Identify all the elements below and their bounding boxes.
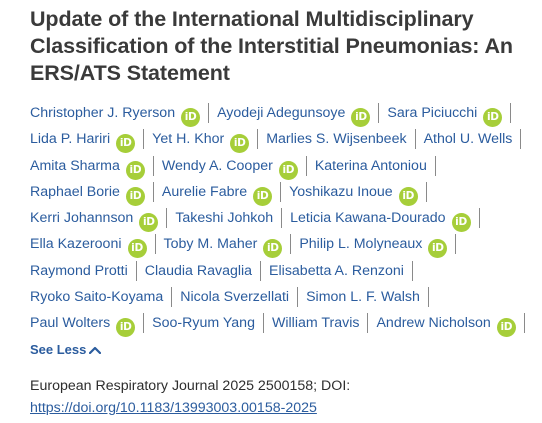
- author-link[interactable]: William Travis: [271, 313, 369, 334]
- author-name: Raphael Borie: [30, 183, 120, 200]
- doi-link[interactable]: https://doi.org/10.1183/13993003.00158-2…: [30, 399, 317, 416]
- article-title: Update of the International Multidiscipl…: [30, 7, 513, 85]
- author-name: William Travis: [271, 315, 360, 332]
- author-link[interactable]: Marlies S. Wijsenbeek: [266, 129, 416, 150]
- orcid-icon[interactable]: iD: [483, 108, 503, 127]
- author-link[interactable]: Raymond Protti: [30, 260, 137, 281]
- author-link[interactable]: Athol U. Wells: [423, 129, 522, 150]
- author-name: Kerri Johannson: [30, 210, 134, 227]
- author-link[interactable]: Christopher J. Ryerson iD: [30, 103, 210, 127]
- author-name: Aurelie Fabre: [161, 183, 248, 200]
- author-name: Yet H. Khor: [152, 131, 225, 148]
- author-name: Claudia Ravaglia: [144, 262, 253, 279]
- author-link[interactable]: Andrew Nicholson iD: [376, 313, 525, 338]
- orcid-icon[interactable]: iD: [139, 213, 159, 233]
- orcid-icon[interactable]: iD: [496, 318, 516, 338]
- orcid-icon[interactable]: iD: [278, 160, 298, 180]
- author-name: Leticia Kawana-Dourado: [290, 210, 446, 227]
- author-link[interactable]: Paul Wolters iD: [30, 313, 145, 338]
- author-name: Christopher J. Ryerson: [30, 105, 176, 121]
- author-link[interactable]: Ryoko Saito-Koyama: [30, 287, 173, 308]
- author-name: Yoshikazu Inoue: [289, 183, 393, 200]
- orcid-icon[interactable]: iD: [451, 213, 471, 233]
- orcid-icon[interactable]: iD: [125, 160, 145, 180]
- author-link[interactable]: Yoshikazu Inoue iD: [289, 181, 427, 206]
- author-link[interactable]: Ella Kazerooni iD: [30, 234, 156, 259]
- author-link[interactable]: Nicola Sverzellati: [180, 287, 299, 308]
- author-link[interactable]: Toby M. Maher iD: [163, 234, 292, 259]
- see-less-button[interactable]: See Less: [30, 340, 102, 360]
- orcid-icon[interactable]: iD: [230, 134, 250, 154]
- author-link[interactable]: Raphael Borie iD: [30, 181, 154, 206]
- author-name: Simon L. F. Walsh: [306, 289, 420, 306]
- author-name: Sara Piciucchi: [387, 105, 478, 121]
- author-name: Athol U. Wells: [423, 131, 513, 148]
- citation-text: European Respiratory Journal 2025 250015…: [30, 377, 351, 394]
- author-name: Ella Kazerooni: [30, 236, 122, 253]
- orcid-icon[interactable]: iD: [127, 239, 147, 259]
- author-list: Christopher J. Ryerson iD Ayodeji Adegunso…: [30, 100, 535, 363]
- orcid-icon[interactable]: iD: [351, 108, 371, 127]
- author-link[interactable]: Wendy A. Cooper iD: [161, 155, 307, 180]
- author-link[interactable]: Yet H. Khor iD: [152, 129, 259, 154]
- author-link[interactable]: Amita Sharma iD: [30, 155, 154, 180]
- citation: European Respiratory Journal 2025 250015…: [30, 375, 535, 419]
- author-link[interactable]: Lida P. Hariri iD: [30, 129, 145, 154]
- chevron-up-icon: [89, 340, 102, 360]
- author-link[interactable]: Kerri Johannson iD: [30, 208, 168, 233]
- author-name: Toby M. Maher: [163, 236, 258, 253]
- author-link[interactable]: Takeshi Johkoh: [175, 208, 283, 229]
- author-link[interactable]: Simon L. F. Walsh: [306, 287, 429, 308]
- author-name: Wendy A. Cooper: [161, 157, 273, 174]
- author-link[interactable]: Philip L. Molyneaux iD: [299, 234, 457, 259]
- author-name: Paul Wolters: [30, 315, 111, 332]
- author-name: Raymond Protti: [30, 262, 128, 279]
- article-header: Update of the International Multidiscipl…: [30, 6, 535, 419]
- author-link[interactable]: Leticia Kawana-Dourado iD: [290, 208, 480, 233]
- author-name: Philip L. Molyneaux: [299, 236, 423, 253]
- author-name: Ryoko Saito-Koyama: [30, 289, 164, 306]
- author-name: Takeshi Johkoh: [175, 210, 274, 227]
- author-name: Nicola Sverzellati: [180, 289, 290, 306]
- orcid-icon[interactable]: iD: [116, 318, 136, 338]
- author-name: Amita Sharma: [30, 157, 120, 174]
- orcid-icon[interactable]: iD: [263, 239, 283, 259]
- author-name: Katerina Antoniou: [314, 157, 427, 174]
- author-name: Ayodeji Adegunsoye: [217, 105, 346, 121]
- author-link[interactable]: Katerina Antoniou: [314, 155, 436, 176]
- orcid-icon[interactable]: iD: [116, 134, 136, 154]
- author-link[interactable]: Soo-Ryum Yang: [152, 313, 264, 334]
- orcid-icon[interactable]: iD: [125, 186, 145, 206]
- author-link[interactable]: Aurelie Fabre iD: [161, 181, 282, 206]
- author-name: Marlies S. Wijsenbeek: [266, 131, 407, 148]
- orcid-icon[interactable]: iD: [253, 186, 273, 206]
- see-less-label: See Less: [30, 341, 87, 357]
- author-name: Soo-Ryum Yang: [152, 315, 255, 332]
- author-link[interactable]: Ayodeji Adegunsoye iD: [217, 103, 380, 127]
- author-link[interactable]: Sara Piciucchi iD: [387, 103, 512, 127]
- orcid-icon[interactable]: iD: [181, 108, 201, 127]
- author-name: Elisabetta A. Renzoni: [269, 262, 404, 279]
- orcid-icon[interactable]: iD: [398, 186, 418, 206]
- author-link[interactable]: Claudia Ravaglia: [144, 260, 262, 281]
- author-link[interactable]: Elisabetta A. Renzoni: [269, 260, 413, 281]
- author-name: Andrew Nicholson: [376, 315, 491, 332]
- orcid-icon[interactable]: iD: [428, 239, 448, 259]
- author-name: Lida P. Hariri: [30, 131, 111, 148]
